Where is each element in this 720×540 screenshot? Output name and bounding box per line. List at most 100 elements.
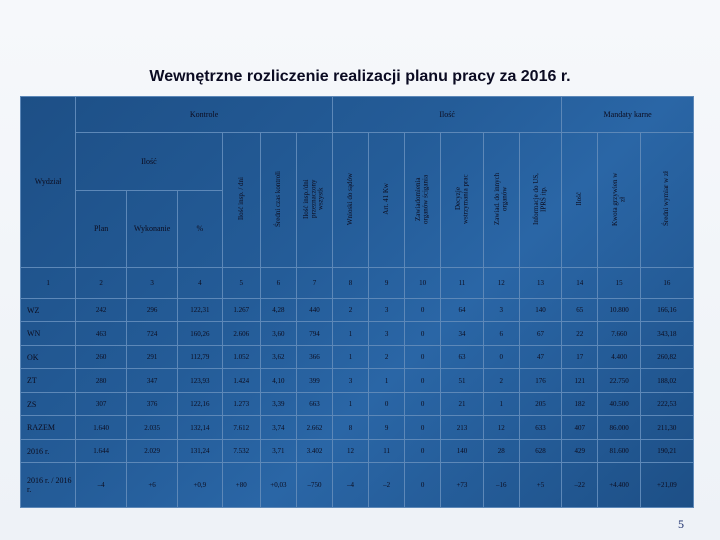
header-mandaty: Mandaty karne xyxy=(561,96,694,133)
table-cell: 211,30 xyxy=(639,415,695,440)
table-cell: 176 xyxy=(518,368,563,393)
table-cell: 242 xyxy=(75,297,128,323)
table-cell: 1.640 xyxy=(75,415,128,440)
table-cell: 0 xyxy=(482,344,520,370)
table-cell: 166,16 xyxy=(639,297,695,323)
table-row: RAZEM 1.640 2.035 132,14 7.612 3,74 2.662 8 9 0 21… xyxy=(19,415,695,440)
table-cell: +5 xyxy=(518,462,563,508)
table-cell: 3,62 xyxy=(259,344,297,370)
table-cell: 6 xyxy=(482,321,520,346)
header-ilosc-przeznaczony: Ilość insp./dni przeznaczony wszystk xyxy=(295,131,333,268)
table-cell: +6 xyxy=(126,462,179,508)
table-cell: +0,9 xyxy=(177,462,223,508)
table-cell: 4,28 xyxy=(259,297,297,323)
row-label: ZT xyxy=(19,368,77,393)
table-cell: 1.052 xyxy=(221,344,261,370)
table-cell: 7.532 xyxy=(221,438,261,464)
table-cell: 28 xyxy=(482,438,520,464)
table-cell: 663 xyxy=(295,391,333,417)
table-row: ZT 280 347 123,93 1.424 4,10 399 3 1 0 51 2 176 121 22… xyxy=(19,368,695,393)
table-cell: 2.029 xyxy=(126,438,179,464)
header-kwota: Kwota grzywien w zł xyxy=(597,131,641,268)
table-cell: 260,82 xyxy=(639,344,695,370)
page-number: 5 xyxy=(678,517,684,531)
column-number: 12 xyxy=(482,266,520,299)
header-art41: Art. 41 Kw xyxy=(368,131,406,268)
table-cell: 399 xyxy=(295,368,333,393)
header-mandaty-ilosc: Ilość xyxy=(561,131,599,268)
row-label: WZ xyxy=(19,297,77,323)
table-cell: 3,74 xyxy=(259,415,297,440)
table-row: WN 463 724 160,26 2.606 3,60 794 1 3 0 34 6 67 22 7.66… xyxy=(19,321,695,346)
table-cell: 3 xyxy=(368,321,406,346)
table-cell: 40.500 xyxy=(597,391,641,417)
table-cell: 2.606 xyxy=(221,321,261,346)
table-cell: 347 xyxy=(126,368,179,393)
column-number: 2 xyxy=(75,266,128,299)
table-cell: 22.750 xyxy=(597,368,641,393)
table-cell: 343,18 xyxy=(639,321,695,346)
table-cell: 366 xyxy=(295,344,333,370)
table-cell: 1.424 xyxy=(221,368,261,393)
row-label: WN xyxy=(19,321,77,346)
table-cell: 21 xyxy=(440,391,484,417)
row-label: 2016 r. / 2016 r. xyxy=(19,462,77,508)
table-cell: 1 xyxy=(482,391,520,417)
table-cell: +4.400 xyxy=(597,462,641,508)
table-cell: 291 xyxy=(126,344,179,370)
table-cell: 0 xyxy=(404,462,442,508)
header-ilosc-insp-dni: Ilość insp. / dni xyxy=(221,131,261,268)
table-cell: 17 xyxy=(561,344,599,370)
table-cell: 1.267 xyxy=(221,297,261,323)
report-table: Wydział Kontrole Ilość Mandaty karne Ilo… xyxy=(19,96,695,508)
table-cell: 633 xyxy=(518,415,563,440)
table-cell: 1 xyxy=(331,391,370,417)
table-cell: 188,02 xyxy=(639,368,695,393)
table-row: ZS 307 376 122,16 1.273 3,39 663 1 0 0 21 1 205 182 40… xyxy=(19,391,695,417)
header-plan: Plan xyxy=(75,189,128,268)
table-cell: 122,16 xyxy=(177,391,223,417)
table-cell: –16 xyxy=(482,462,520,508)
header-zawiadomienia: Zawiad. do innych organów xyxy=(482,131,520,268)
table-cell: 9 xyxy=(368,415,406,440)
table-cell: 724 xyxy=(126,321,179,346)
table-cell: 140 xyxy=(518,297,563,323)
table-cell: 3 xyxy=(482,297,520,323)
table-cell: 34 xyxy=(440,321,484,346)
table-cell: 205 xyxy=(518,391,563,417)
table-cell: 1 xyxy=(331,344,370,370)
header-decyzje-wstrzym: Decyzje wstrzymania prac xyxy=(440,131,484,268)
table-cell: 22 xyxy=(561,321,599,346)
table-cell: –4 xyxy=(331,462,370,508)
table-cell: 182 xyxy=(561,391,599,417)
table-cell: 51 xyxy=(440,368,484,393)
table-cell: 0 xyxy=(404,297,442,323)
table-cell: 10.800 xyxy=(597,297,641,323)
table-cell: 463 xyxy=(75,321,128,346)
table-cell: 0 xyxy=(404,391,442,417)
table-cell: 1 xyxy=(368,368,406,393)
table-cell: 307 xyxy=(75,391,128,417)
table-cell: 4.400 xyxy=(597,344,641,370)
row-label: OK xyxy=(19,344,77,370)
table-cell: 12 xyxy=(482,415,520,440)
table-cell: 0 xyxy=(404,438,442,464)
page-title: Wewnętrzne rozliczenie realizacji planu … xyxy=(149,68,571,85)
column-number: 13 xyxy=(518,266,563,299)
table-cell: 47 xyxy=(518,344,563,370)
table-cell: 3 xyxy=(331,368,370,393)
table-cell: 11 xyxy=(368,438,406,464)
table-cell: 2 xyxy=(331,297,370,323)
table-cell: 376 xyxy=(126,391,179,417)
header-wykonanie: Wykonanie xyxy=(126,189,179,268)
table-cell: 0 xyxy=(404,321,442,346)
table-cell: 8 xyxy=(331,415,370,440)
table-cell: +80 xyxy=(221,462,261,508)
table-cell: 3,71 xyxy=(259,438,297,464)
table-cell: –750 xyxy=(295,462,333,508)
table-cell: 280 xyxy=(75,368,128,393)
table-row: 2016 r. 1.644 2.029 131,24 7.532 3,71 3.402 12 1… xyxy=(19,438,695,464)
column-number-row: 1 2 3 4 5 6 7 8 9 10 11 12 13 14 15 16 xyxy=(19,266,695,299)
table-cell: 132,14 xyxy=(177,415,223,440)
row-label: ZS xyxy=(19,391,77,417)
